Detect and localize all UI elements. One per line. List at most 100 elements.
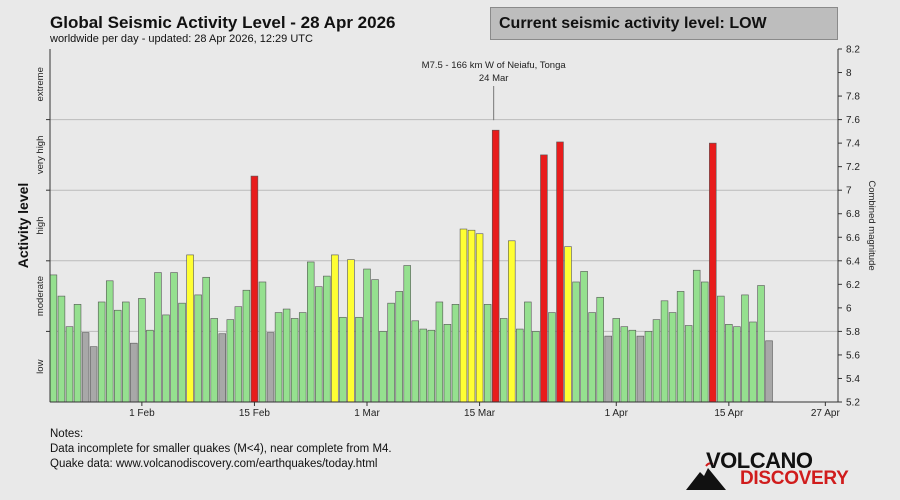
bar-day-50 bbox=[443, 324, 452, 403]
bar-day-20 bbox=[202, 276, 210, 403]
y2-tick-label-6: 6.4 bbox=[846, 256, 860, 267]
y2-tick-label-1: 5.4 bbox=[846, 374, 860, 385]
bar-day-36 bbox=[331, 254, 339, 403]
bar-day-84 bbox=[717, 295, 725, 403]
bar-day-76 bbox=[652, 319, 661, 403]
y2-tick-label-11: 7.4 bbox=[846, 139, 860, 150]
x-tick-label-5: 15 Apr bbox=[714, 408, 744, 419]
bar-day-44 bbox=[395, 291, 403, 403]
bar-day-60 bbox=[524, 301, 532, 403]
page-subtitle: worldwide per day - updated: 28 Apr 2026… bbox=[50, 33, 313, 45]
bar-day-88 bbox=[749, 321, 757, 403]
bar-day-1 bbox=[49, 274, 58, 403]
bar-day-2 bbox=[57, 295, 66, 403]
y-axis-title: Activity level bbox=[15, 183, 31, 269]
annotation-text-2: 24 Mar bbox=[479, 73, 509, 84]
bar-day-85 bbox=[725, 324, 733, 403]
bar-day-45 bbox=[403, 265, 411, 403]
bar-day-48 bbox=[427, 329, 436, 403]
level-label-2: high bbox=[35, 217, 46, 235]
notes-line-2: Quake data: www.volcanodiscovery.com/ear… bbox=[50, 458, 378, 470]
bar-day-70 bbox=[604, 335, 612, 403]
bar-day-57 bbox=[499, 318, 508, 403]
bar-day-38 bbox=[347, 259, 355, 403]
logo-text-discovery: DISCOVERY bbox=[740, 468, 849, 489]
bar-day-59 bbox=[516, 328, 524, 403]
bar-day-63 bbox=[548, 312, 556, 403]
bar-day-37 bbox=[339, 316, 347, 403]
bar-day-66 bbox=[572, 281, 580, 403]
volcano-icon bbox=[686, 462, 726, 490]
bar-day-17 bbox=[178, 302, 186, 403]
bar-day-9 bbox=[114, 309, 122, 403]
bar-day-5 bbox=[81, 332, 90, 403]
bar-day-87 bbox=[741, 294, 749, 403]
bar-day-69 bbox=[596, 296, 604, 403]
bar-day-10 bbox=[122, 301, 130, 403]
bar-day-27 bbox=[258, 281, 267, 403]
bar-day-78 bbox=[668, 312, 677, 403]
notes-line-1: Data incomplete for smaller quakes (M<4)… bbox=[50, 443, 392, 455]
bar-day-86 bbox=[733, 326, 741, 403]
bar-day-40 bbox=[363, 268, 371, 403]
bar-day-54 bbox=[475, 233, 484, 403]
bar-day-56 bbox=[491, 129, 500, 403]
bar-day-28 bbox=[266, 332, 275, 403]
bar-day-74 bbox=[636, 335, 645, 403]
bar-day-73 bbox=[628, 329, 637, 403]
volcanodiscovery-logo[interactable]: VOLCANO DISCOVERY bbox=[686, 448, 856, 492]
x-tick-label-6: 27 Apr bbox=[811, 408, 841, 419]
y2-tick-label-12: 7.6 bbox=[846, 115, 860, 126]
bar-day-8 bbox=[105, 280, 114, 403]
bar-day-89 bbox=[757, 285, 765, 403]
y2-tick-label-15: 8.2 bbox=[846, 45, 860, 56]
bar-day-80 bbox=[684, 325, 693, 403]
bar-day-14 bbox=[154, 272, 162, 403]
y2-tick-label-8: 6.8 bbox=[846, 209, 860, 220]
bar-day-42 bbox=[379, 331, 387, 403]
bar-day-32 bbox=[298, 312, 307, 403]
y2-tick-label-7: 6.6 bbox=[846, 233, 860, 244]
bar-day-52 bbox=[459, 228, 468, 403]
bar-day-41 bbox=[371, 279, 379, 403]
y2-tick-label-14: 8 bbox=[846, 68, 852, 79]
bar-day-68 bbox=[588, 312, 596, 403]
notes-heading: Notes: bbox=[50, 428, 84, 440]
bar-day-61 bbox=[532, 331, 540, 403]
bar-day-34 bbox=[315, 286, 323, 403]
bar-day-71 bbox=[612, 318, 620, 403]
bar-day-62 bbox=[540, 154, 548, 403]
bars-layer bbox=[49, 129, 773, 403]
bar-day-26 bbox=[250, 175, 259, 403]
bar-day-16 bbox=[170, 272, 178, 403]
bar-day-30 bbox=[282, 308, 291, 403]
logo-text-volcano: VOLCANO bbox=[706, 448, 813, 473]
bar-day-23 bbox=[226, 319, 235, 403]
notes-block: Notes: Data incomplete for smaller quake… bbox=[50, 427, 392, 472]
bar-day-29 bbox=[274, 312, 283, 403]
bar-day-43 bbox=[387, 302, 395, 403]
bar-day-64 bbox=[556, 141, 564, 403]
x-tick-label-2: 1 Mar bbox=[354, 408, 380, 419]
bar-day-65 bbox=[564, 246, 572, 403]
bar-day-39 bbox=[355, 316, 363, 403]
bar-day-33 bbox=[307, 261, 315, 403]
bar-day-46 bbox=[411, 320, 419, 403]
annotation-text-1: M7.5 - 166 km W of Neiafu, Tonga bbox=[422, 60, 567, 71]
bar-day-79 bbox=[676, 291, 685, 403]
bar-day-90 bbox=[765, 340, 773, 403]
bar-day-77 bbox=[660, 300, 669, 403]
bar-day-6 bbox=[89, 346, 98, 403]
bar-day-11 bbox=[130, 342, 138, 403]
bar-day-75 bbox=[644, 331, 653, 403]
bar-day-18 bbox=[186, 254, 194, 403]
bar-day-19 bbox=[194, 294, 202, 403]
bar-day-3 bbox=[65, 326, 74, 403]
bar-day-22 bbox=[218, 333, 227, 403]
x-tick-label-4: 1 Apr bbox=[605, 408, 629, 419]
x-tick-label-3: 15 Mar bbox=[464, 408, 496, 419]
bar-day-47 bbox=[419, 328, 428, 403]
bar-day-83 bbox=[709, 142, 717, 403]
axes-layer: 5.2 5.4 5.6 5.8 6 6.2 6.4 6.6 6.8 7 7.2 7.4 7.6 7.8 8 8… bbox=[15, 45, 877, 420]
y2-tick-label-3: 5.8 bbox=[846, 327, 860, 338]
